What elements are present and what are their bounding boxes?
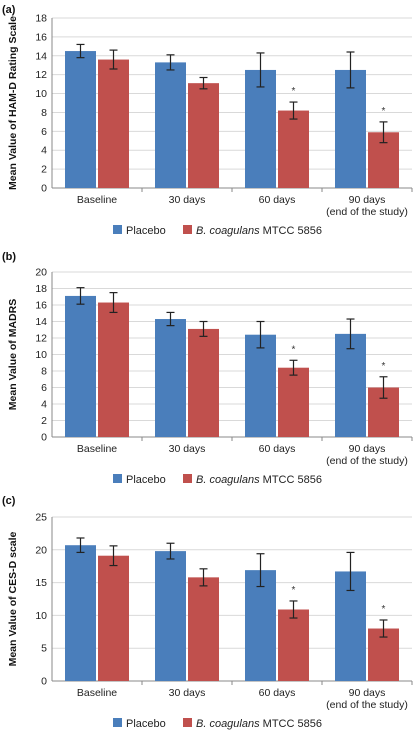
- x-tick-label: 30 days: [169, 443, 206, 455]
- bar-placebo: [65, 545, 96, 681]
- x-tick-label: 60 days: [259, 687, 296, 699]
- y-tick-label: 10: [35, 88, 47, 100]
- y-tick-label: 2: [41, 415, 47, 427]
- x-tick-sublabel: (end of the study): [326, 699, 408, 711]
- legend-label-strain: MTCC 5856: [260, 718, 322, 730]
- y-tick-label: 6: [41, 382, 47, 394]
- panel-label: (b): [2, 251, 16, 263]
- significance-marker: *: [382, 106, 386, 117]
- bar-placebo: [335, 69, 366, 188]
- bar-b-coagulans: [278, 609, 309, 681]
- x-tick-label: 60 days: [259, 443, 296, 455]
- y-axis-label: Mean Value of CES-D scale: [7, 531, 19, 666]
- legend-label-species: B. coagulans: [196, 718, 260, 730]
- bar-placebo: [65, 51, 96, 188]
- bar-placebo: [245, 570, 276, 681]
- y-tick-label: 10: [35, 349, 47, 361]
- legend-swatch-placebo: [113, 225, 122, 234]
- x-tick-label: 90 days: [349, 687, 386, 699]
- y-tick-label: 18: [35, 13, 47, 25]
- y-tick-label: 12: [35, 69, 47, 81]
- y-tick-label: 16: [35, 31, 47, 43]
- y-tick-label: 16: [35, 300, 47, 312]
- y-tick-label: 4: [41, 145, 47, 157]
- bar-placebo: [155, 551, 186, 681]
- bar-placebo: [245, 69, 276, 188]
- legend-label-placebo: Placebo: [126, 474, 166, 486]
- bar-b-coagulans: [278, 110, 309, 188]
- legend-label-strain: MTCC 5856: [260, 474, 322, 486]
- y-tick-label: 0: [41, 676, 47, 688]
- y-tick-label: 10: [35, 610, 47, 622]
- y-tick-label: 14: [35, 50, 47, 62]
- legend-label-placebo: Placebo: [126, 718, 166, 730]
- x-tick-label: 90 days: [349, 443, 386, 455]
- y-tick-label: 8: [41, 107, 47, 119]
- y-tick-label: 14: [35, 316, 47, 328]
- x-tick-label: Baseline: [77, 687, 117, 699]
- bar-b-coagulans: [188, 328, 219, 437]
- legend-label-b-coagulans: B. coagulans MTCC 5856: [196, 225, 322, 237]
- x-tick-label: 60 days: [259, 194, 296, 206]
- legend-label-strain: MTCC 5856: [260, 225, 322, 237]
- y-tick-label: 6: [41, 126, 47, 138]
- legend-swatch-placebo: [113, 474, 122, 483]
- y-tick-label: 0: [41, 432, 47, 444]
- x-tick-label: 90 days: [349, 194, 386, 206]
- bar-b-coagulans: [278, 367, 309, 437]
- legend-swatch-b-coagulans: [183, 718, 192, 727]
- bar-b-coagulans: [98, 59, 129, 188]
- bar-placebo: [155, 319, 186, 437]
- legend-swatch-placebo: [113, 718, 122, 727]
- y-tick-label: 20: [35, 267, 47, 279]
- significance-marker: *: [292, 86, 296, 97]
- x-tick-label: 30 days: [169, 687, 206, 699]
- bar-b-coagulans: [188, 577, 219, 681]
- x-tick-label: 30 days: [169, 194, 206, 206]
- significance-marker: *: [382, 361, 386, 372]
- significance-marker: *: [382, 604, 386, 615]
- y-tick-label: 5: [41, 643, 47, 655]
- x-tick-sublabel: (end of the study): [326, 206, 408, 218]
- y-axis-label: Mean Value of HAM-D Rating Scale: [7, 16, 19, 190]
- legend-swatch-b-coagulans: [183, 474, 192, 483]
- y-tick-label: 4: [41, 399, 47, 411]
- bar-placebo: [335, 333, 366, 437]
- legend-label-species: B. coagulans: [196, 474, 260, 486]
- legend-label-placebo: Placebo: [126, 225, 166, 237]
- bar-b-coagulans: [98, 555, 129, 681]
- bar-b-coagulans: [98, 302, 129, 437]
- y-tick-label: 12: [35, 333, 47, 345]
- y-axis-label: Mean Value of MADRS: [7, 299, 19, 410]
- legend-swatch-b-coagulans: [183, 225, 192, 234]
- significance-marker: *: [292, 344, 296, 355]
- x-tick-label: Baseline: [77, 194, 117, 206]
- bar-b-coagulans: [188, 83, 219, 188]
- legend-label-b-coagulans: B. coagulans MTCC 5856: [196, 718, 322, 730]
- y-tick-label: 15: [35, 577, 47, 589]
- legend-label-species: B. coagulans: [196, 225, 260, 237]
- x-tick-label: Baseline: [77, 443, 117, 455]
- bar-placebo: [65, 295, 96, 437]
- y-tick-label: 18: [35, 283, 47, 295]
- significance-marker: *: [292, 585, 296, 596]
- y-tick-label: 20: [35, 544, 47, 556]
- y-tick-label: 2: [41, 164, 47, 176]
- x-tick-sublabel: (end of the study): [326, 455, 408, 467]
- panel-label: (a): [2, 4, 16, 16]
- bar-placebo: [155, 62, 186, 189]
- y-tick-label: 25: [35, 512, 47, 524]
- legend-label-b-coagulans: B. coagulans MTCC 5856: [196, 474, 322, 486]
- bar-placebo: [245, 334, 276, 437]
- y-tick-label: 8: [41, 366, 47, 378]
- y-tick-label: 0: [41, 183, 47, 195]
- panel-label: (c): [2, 495, 16, 507]
